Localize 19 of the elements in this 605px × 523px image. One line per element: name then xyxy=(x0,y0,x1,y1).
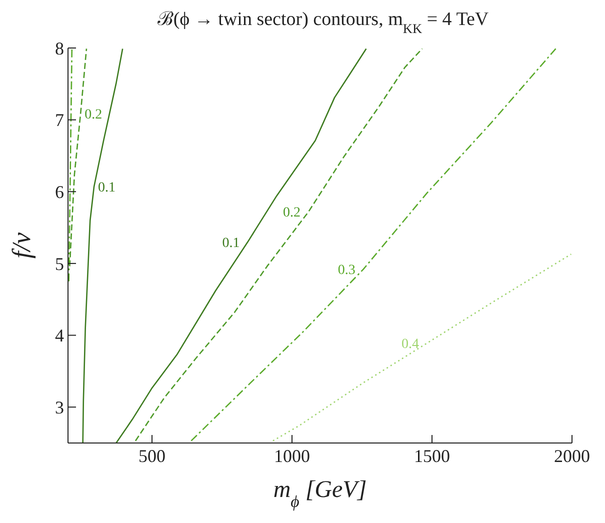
y-tick-label: 4 xyxy=(55,326,64,346)
y-tick-label: 3 xyxy=(55,397,64,418)
series-label: 0.4 xyxy=(401,337,419,352)
x-axis-title: m$_{ϕ}$ [GeV] xyxy=(273,477,367,510)
series-label: 0.2 xyxy=(283,206,301,221)
x-tick-label: 1000 xyxy=(274,446,310,466)
x-tick-label: 2000 xyxy=(554,446,590,466)
y-axis-title: f/v xyxy=(7,232,36,258)
series-label: 0.1 xyxy=(98,180,116,196)
x-tick-label: 1500 xyxy=(414,446,450,466)
x-tick-label: 500 xyxy=(138,446,166,466)
y-tick-label: 7 xyxy=(55,110,64,130)
series-label: 0.2 xyxy=(84,107,102,122)
series-label: 0.1 xyxy=(222,236,240,251)
chart-title: ℬ(ϕ → twin sector) contours, m$_{KK}$ = 4 TeV xyxy=(157,9,489,36)
series-label: 0.3 xyxy=(338,263,356,278)
y-tick-label: 5 xyxy=(55,254,64,274)
y-tick-label: 6 xyxy=(55,182,64,202)
y-tick-label: 8 xyxy=(55,38,64,58)
